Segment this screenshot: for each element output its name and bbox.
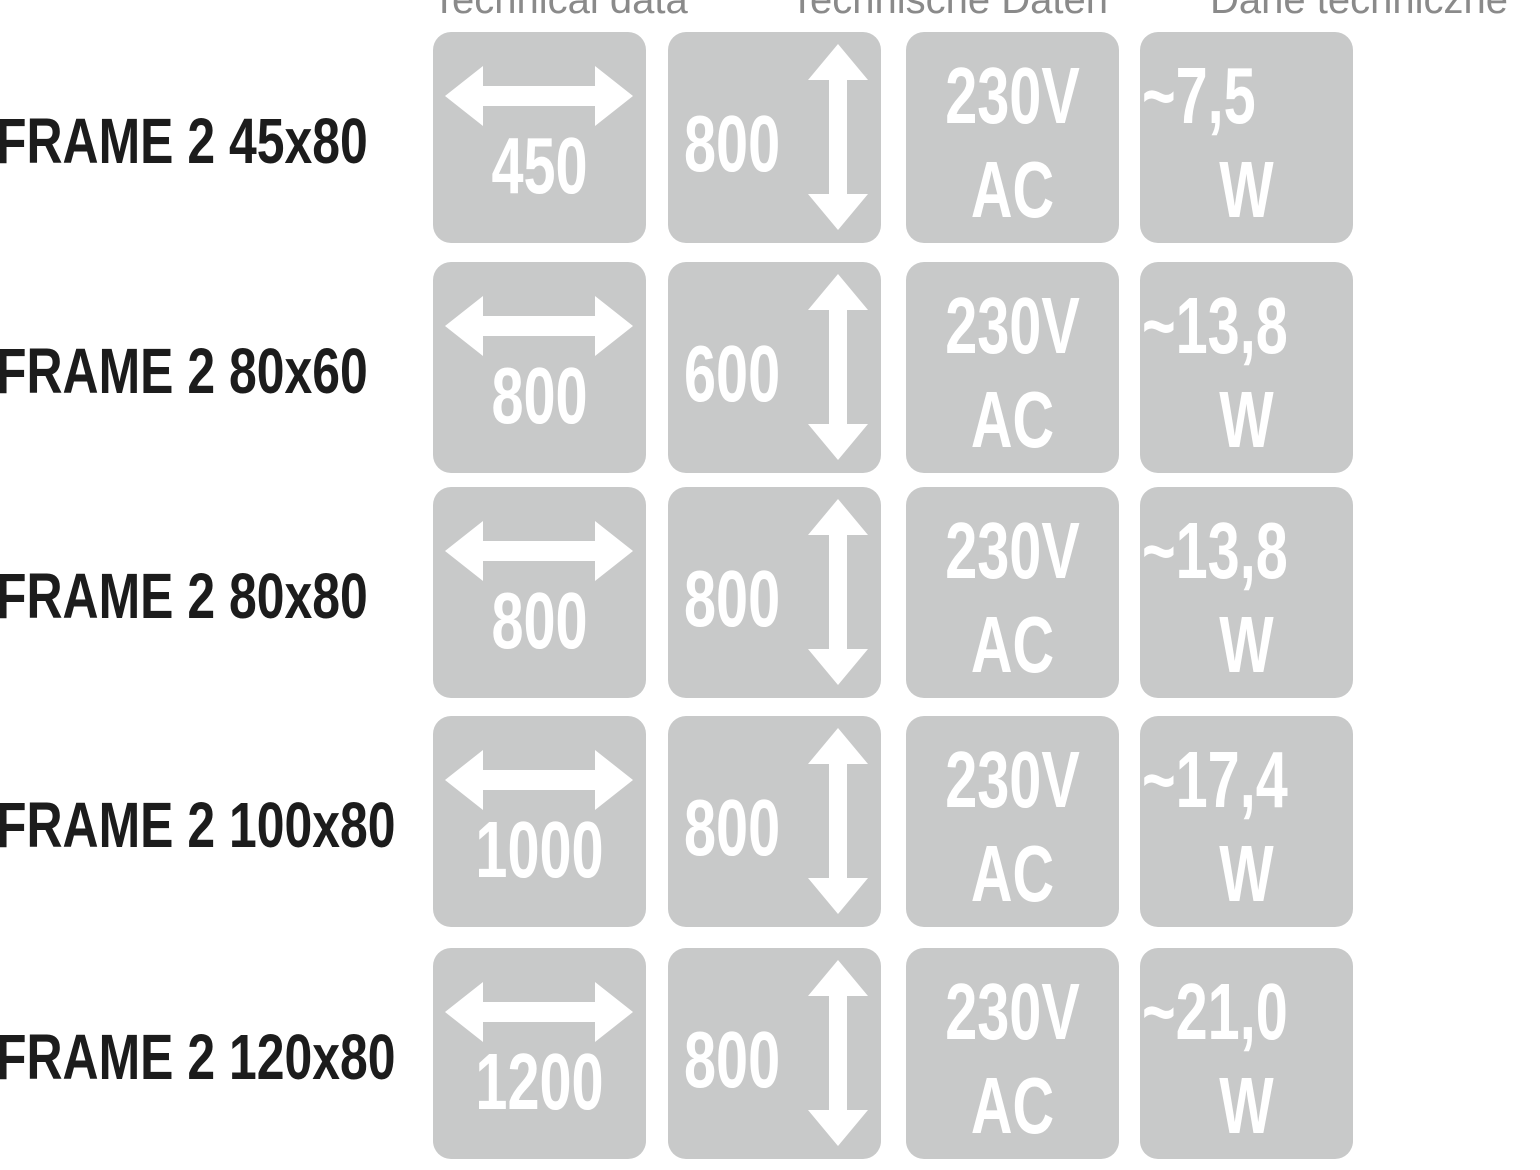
header-german: Technische Daten [790,0,1108,22]
product-name: FRAME 2 45x80 [0,105,368,177]
power-unit: W [1219,600,1274,689]
product-row: FRAME 2 45x80 450 800 230V AC ~7,5 W [0,32,1400,244]
width-tile: 450 [433,32,646,243]
voltage-tile: 230V AC [906,487,1119,698]
power-unit: W [1219,1061,1274,1150]
power-value: ~21,0 [1142,967,1288,1056]
voltage-value: 230V [945,506,1080,595]
width-arrow-icon [445,750,633,810]
height-arrow-icon [808,728,868,914]
product-name: FRAME 2 80x80 [0,560,368,632]
power-value: ~17,4 [1142,735,1288,824]
power-value: ~13,8 [1142,281,1288,370]
height-value: 800 [684,99,781,188]
voltage-value: 230V [945,281,1080,370]
current-type: AC [970,375,1055,464]
width-value: 800 [491,351,588,440]
height-value: 800 [684,1015,781,1104]
voltage-tile: 230V AC [906,716,1119,927]
power-value: ~7,5 [1142,51,1256,140]
power-unit: W [1219,829,1274,918]
current-type: AC [970,829,1055,918]
product-name: FRAME 2 120x80 [0,1021,396,1093]
product-name: FRAME 2 100x80 [0,789,396,861]
current-type: AC [970,145,1055,234]
width-arrow-icon [445,66,633,126]
current-type: AC [970,600,1055,689]
height-arrow-icon [808,274,868,460]
width-value: 1000 [475,805,604,894]
height-tile: 800 [668,716,881,927]
product-row: FRAME 2 80x60 800 600 230V AC ~13,8 W [0,262,1400,474]
height-value: 600 [684,329,781,418]
height-value: 800 [684,554,781,643]
height-tile: 600 [668,262,881,473]
height-tile: 800 [668,948,881,1159]
power-tile: ~21,0 W [1140,948,1353,1159]
width-value: 800 [491,576,588,665]
product-row: FRAME 2 80x80 800 800 230V AC ~13,8 W [0,487,1400,699]
power-value: ~13,8 [1142,506,1288,595]
height-tile: 800 [668,32,881,243]
product-row: FRAME 2 100x80 1000 800 230V AC ~17,4 W [0,716,1400,928]
width-arrow-icon [445,296,633,356]
height-value: 800 [684,783,781,872]
width-arrow-icon [445,521,633,581]
height-arrow-icon [808,499,868,685]
width-tile: 800 [433,487,646,698]
header-english: Technical data [432,0,688,22]
height-tile: 800 [668,487,881,698]
product-row: FRAME 2 120x80 1200 800 230V AC ~21,0 W [0,948,1400,1160]
power-tile: ~7,5 W [1140,32,1353,243]
height-arrow-icon [808,960,868,1146]
width-value: 1200 [475,1037,604,1126]
width-arrow-icon [445,982,633,1042]
voltage-tile: 230V AC [906,32,1119,243]
width-value: 450 [491,121,588,210]
voltage-tile: 230V AC [906,948,1119,1159]
power-unit: W [1219,145,1274,234]
power-tile: ~13,8 W [1140,262,1353,473]
width-tile: 1000 [433,716,646,927]
width-tile: 1200 [433,948,646,1159]
voltage-tile: 230V AC [906,262,1119,473]
voltage-value: 230V [945,967,1080,1056]
current-type: AC [970,1061,1055,1150]
power-tile: ~17,4 W [1140,716,1353,927]
width-tile: 800 [433,262,646,473]
voltage-value: 230V [945,51,1080,140]
voltage-value: 230V [945,735,1080,824]
product-name: FRAME 2 80x60 [0,335,368,407]
power-unit: W [1219,375,1274,464]
header-polish: Dane techniczne [1210,0,1508,22]
height-arrow-icon [808,44,868,230]
power-tile: ~13,8 W [1140,487,1353,698]
